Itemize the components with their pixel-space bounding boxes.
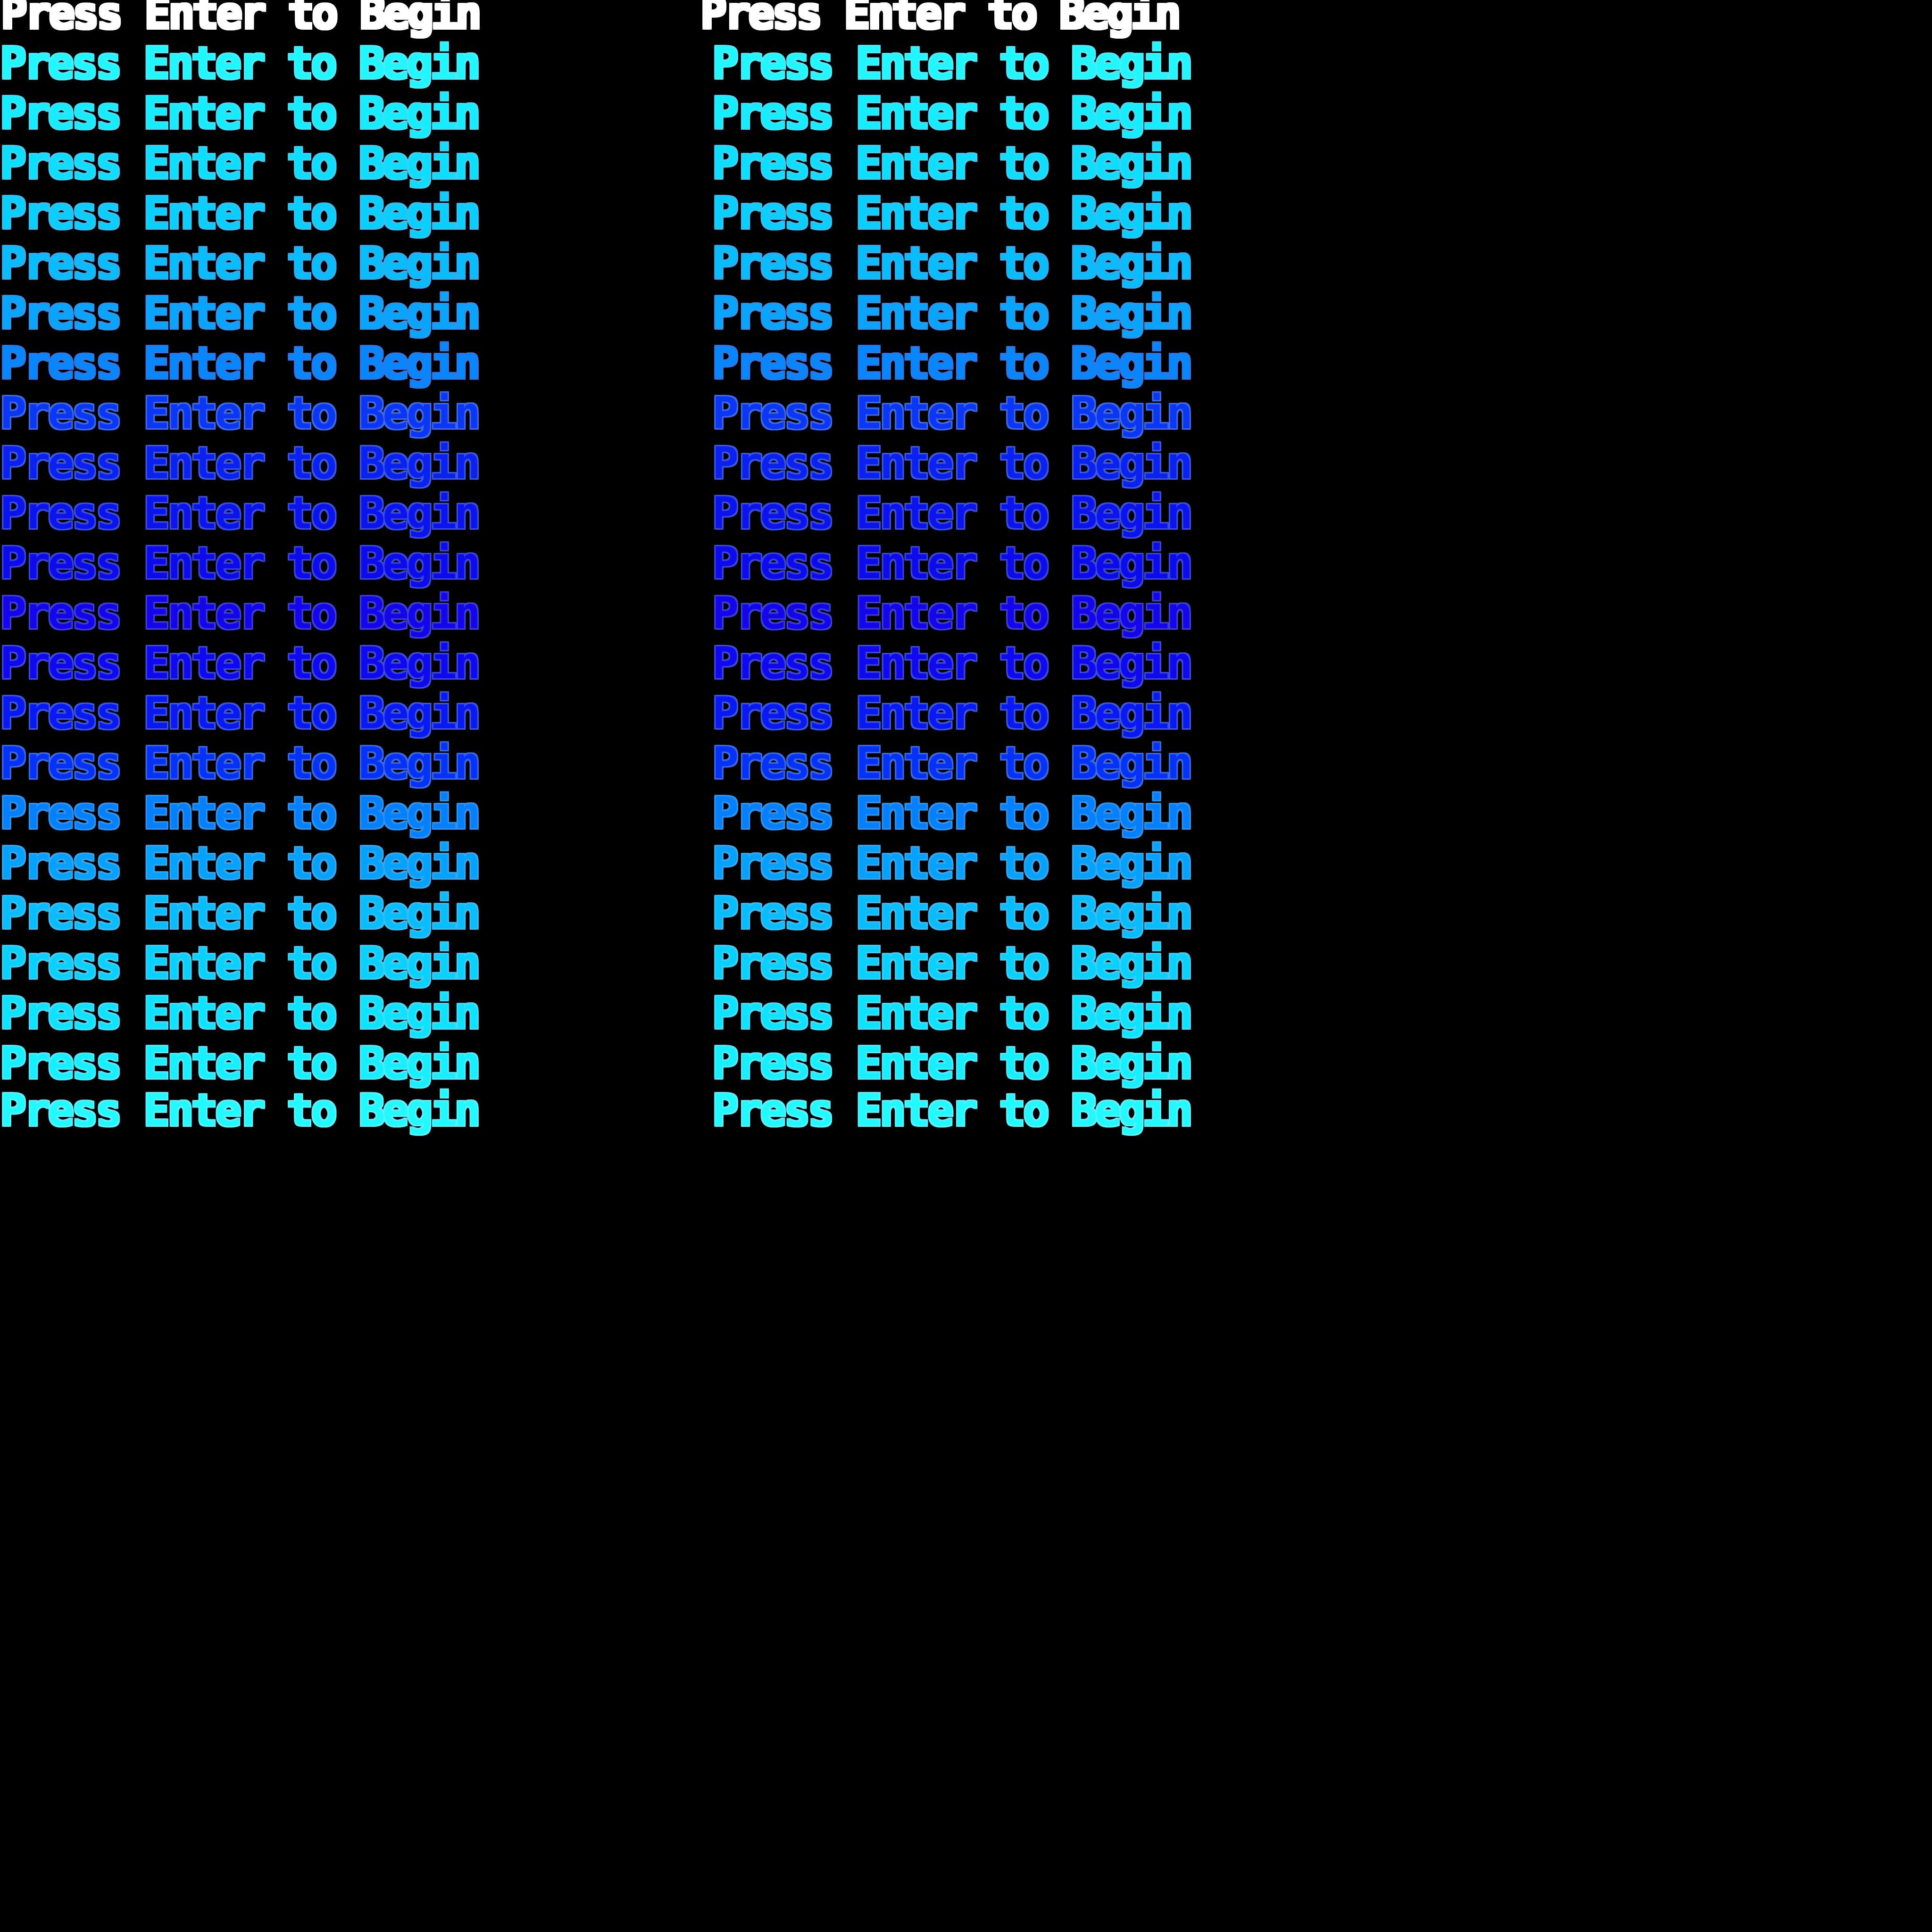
press-enter-to-begin-line: Press Enter to Begin [712,188,1193,239]
press-enter-to-begin-line: Press Enter to Begin [712,288,1193,339]
press-enter-to-begin-line: Press Enter to Begin [0,688,481,739]
press-enter-to-begin-line: Press Enter to Begin [0,238,481,289]
press-enter-to-begin-line: Press Enter to Begin [712,988,1193,1039]
press-enter-to-begin-line: Press Enter to Begin [712,938,1193,989]
press-enter-to-begin-line: Press Enter to Begin [0,738,481,789]
press-enter-to-begin-line: Press Enter to Begin [0,638,481,689]
press-enter-to-begin-line: Press Enter to Begin [0,338,481,389]
press-enter-to-begin-line: Press Enter to Begin [0,838,481,889]
press-enter-to-begin-line: Press Enter to Begin [712,688,1193,739]
press-enter-to-begin-line: Press Enter to Begin [0,988,481,1039]
press-enter-to-begin-line: Press Enter to Begin [0,938,481,989]
press-enter-to-begin-line: Press Enter to Begin [712,488,1193,539]
press-enter-to-begin-line: Press Enter to Begin [700,0,1181,39]
press-enter-to-begin-line: Press Enter to Begin [0,188,481,239]
press-enter-to-begin-line: Press Enter to Begin [712,638,1193,689]
press-enter-to-begin-line: Press Enter to Begin [712,238,1193,289]
press-enter-to-begin-line: Press Enter to Begin [712,138,1193,189]
press-enter-to-begin-line: Press Enter to Begin [712,538,1193,589]
press-enter-to-begin-line: Press Enter to Begin [0,388,481,439]
press-enter-to-begin-line: Press Enter to Begin [0,888,481,939]
press-enter-to-begin-line: Press Enter to Begin [0,438,481,489]
press-enter-to-begin-line: Press Enter to Begin [712,438,1193,489]
press-enter-to-begin-line: Press Enter to Begin [0,38,481,89]
press-enter-to-begin-line: Press Enter to Begin [712,38,1193,89]
press-enter-to-begin-line: Press Enter to Begin [0,588,481,639]
press-enter-to-begin-line: Press Enter to Begin [0,1085,481,1136]
press-enter-to-begin-line: Press Enter to Begin [712,1038,1193,1089]
press-enter-to-begin-line: Press Enter to Begin [0,138,481,189]
press-enter-to-begin-line: Press Enter to Begin [712,588,1193,639]
press-enter-to-begin-line: Press Enter to Begin [712,388,1193,439]
press-enter-to-begin-line: Press Enter to Begin [712,788,1193,839]
press-enter-to-begin-line: Press Enter to Begin [0,488,481,539]
press-enter-to-begin-line: Press Enter to Begin [712,1085,1193,1136]
press-enter-to-begin-line: Press Enter to Begin [712,88,1193,139]
press-enter-to-begin-line: Press Enter to Begin [0,288,481,339]
press-enter-to-begin-line: Press Enter to Begin [712,888,1193,939]
press-enter-to-begin-line: Press Enter to Begin [1,0,482,39]
press-enter-to-begin-line: Press Enter to Begin [712,338,1193,389]
press-enter-to-begin-line: Press Enter to Begin [712,738,1193,789]
press-enter-to-begin-line: Press Enter to Begin [0,538,481,589]
press-enter-to-begin-line: Press Enter to Begin [0,788,481,839]
press-enter-to-begin-line: Press Enter to Begin [0,1038,481,1089]
press-enter-to-begin-line: Press Enter to Begin [712,838,1193,889]
press-enter-to-begin-line: Press Enter to Begin [0,88,481,139]
